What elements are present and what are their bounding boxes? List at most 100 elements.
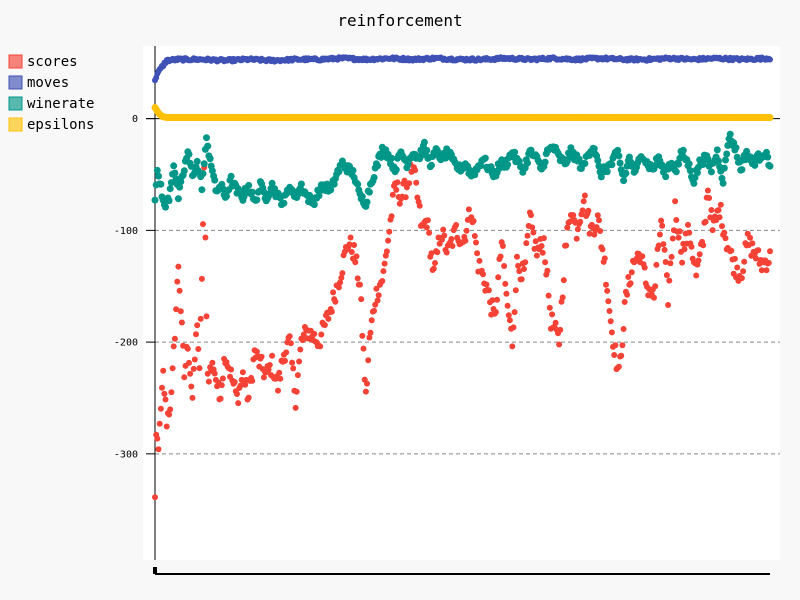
data-point [203,313,210,320]
data-point [187,370,194,377]
data-point [348,249,355,255]
data-point [732,144,740,152]
data-point [619,342,626,349]
data-point [223,192,230,200]
data-point [199,170,207,178]
data-point [174,195,182,203]
data-point [621,299,628,305]
data-point [371,307,378,314]
data-point [200,160,208,168]
data-point [533,252,540,259]
data-point [672,168,680,176]
data-point [510,324,517,331]
data-point [734,264,741,271]
data-point [385,237,392,244]
y-tick-label: -100 [114,226,138,237]
data-point [156,420,163,427]
data-point [658,217,665,224]
data-point [532,238,539,245]
data-point [605,298,612,305]
data-point [662,173,670,181]
data-point [235,400,242,407]
data-point [749,240,756,247]
data-point [709,227,716,234]
data-point [606,308,613,314]
data-point [227,172,235,180]
data-point [539,249,546,256]
data-point [260,374,267,381]
data-point [685,160,693,168]
data-point [747,234,754,241]
data-point [521,266,527,272]
data-point [596,217,602,224]
data-point [559,294,566,301]
data-point [426,229,433,236]
data-point [656,231,663,238]
data-point [353,253,360,260]
series-scores [152,151,773,501]
data-point [297,180,305,188]
y-tick-label: -200 [114,338,138,349]
data-point [174,278,181,285]
data-point [620,326,627,332]
data-point [177,308,184,315]
data-point [679,259,686,266]
data-point [310,201,318,209]
data-point [339,270,346,277]
data-point [299,337,306,344]
data-point [352,259,359,266]
data-point [470,218,477,224]
data-point [494,296,501,303]
data-point [504,161,512,169]
data-point [406,180,413,187]
data-point [545,292,552,299]
data-point [622,169,630,177]
data-point [434,249,441,256]
data-point [423,146,431,154]
data-point [294,372,301,379]
data-point [325,315,332,322]
data-point [167,406,174,413]
data-point [448,236,455,242]
data-point [396,200,403,207]
legend-swatch-winerate [8,96,23,111]
data-point [193,157,201,165]
plot-area-background [143,46,780,560]
data-point [196,365,203,372]
data-point [624,291,631,298]
data-point [612,342,619,349]
data-point [556,341,563,348]
data-point [337,279,344,286]
data-point [586,230,593,237]
data-point [713,146,721,154]
data-point [176,287,183,294]
data-point [162,396,169,403]
data-point [360,345,367,352]
data-point [663,272,670,279]
data-point [198,275,205,282]
data-point [679,146,687,154]
data-point [163,423,170,430]
data-point [231,379,238,385]
data-point [200,221,206,228]
data-point [245,394,252,401]
data-point [627,280,634,287]
data-point [639,253,646,260]
data-point [765,259,772,266]
data-point [338,274,345,281]
data-point [160,367,167,374]
data-point [518,276,525,283]
data-point [608,329,615,336]
data-point [185,150,193,158]
data-point [544,267,551,274]
data-point [388,213,395,220]
data-point [188,383,195,390]
data-point [716,214,723,221]
data-point [524,232,531,239]
data-point [157,405,164,412]
data-point [652,283,659,290]
data-point [161,390,168,397]
data-point [413,179,420,186]
data-point [667,260,674,267]
